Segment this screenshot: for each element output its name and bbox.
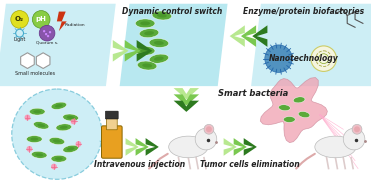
Ellipse shape	[152, 11, 172, 20]
Ellipse shape	[26, 136, 42, 142]
Ellipse shape	[315, 136, 356, 158]
Circle shape	[26, 146, 33, 152]
Circle shape	[25, 115, 30, 120]
Circle shape	[45, 33, 47, 35]
Circle shape	[39, 25, 55, 41]
Ellipse shape	[154, 41, 164, 45]
Circle shape	[43, 30, 45, 32]
Polygon shape	[174, 94, 199, 106]
Text: Light: Light	[14, 37, 26, 42]
FancyBboxPatch shape	[105, 111, 118, 119]
Ellipse shape	[63, 114, 79, 121]
Ellipse shape	[137, 61, 157, 70]
Circle shape	[12, 89, 102, 179]
Ellipse shape	[157, 14, 167, 18]
Polygon shape	[230, 25, 245, 47]
Text: Enzyme/protein biofactories: Enzyme/protein biofactories	[243, 7, 365, 16]
Circle shape	[343, 128, 365, 150]
Ellipse shape	[140, 21, 150, 25]
Polygon shape	[57, 12, 67, 31]
Ellipse shape	[60, 126, 68, 129]
Circle shape	[11, 11, 28, 28]
Circle shape	[47, 35, 49, 37]
FancyBboxPatch shape	[107, 117, 117, 130]
Polygon shape	[136, 138, 149, 156]
Circle shape	[51, 164, 57, 169]
Ellipse shape	[298, 112, 310, 118]
Ellipse shape	[31, 151, 47, 158]
Polygon shape	[234, 138, 247, 156]
Ellipse shape	[139, 29, 159, 38]
Polygon shape	[174, 88, 199, 99]
Ellipse shape	[35, 153, 43, 156]
Ellipse shape	[140, 49, 150, 53]
Ellipse shape	[279, 105, 290, 111]
Circle shape	[195, 128, 217, 150]
Circle shape	[33, 11, 50, 28]
Ellipse shape	[56, 124, 71, 131]
Polygon shape	[125, 40, 141, 62]
Ellipse shape	[149, 54, 169, 63]
Ellipse shape	[142, 63, 152, 68]
Circle shape	[71, 118, 76, 124]
Ellipse shape	[30, 137, 38, 141]
Polygon shape	[241, 25, 256, 47]
Text: Smart bacteria: Smart bacteria	[218, 90, 288, 98]
Ellipse shape	[37, 124, 45, 127]
Ellipse shape	[51, 155, 67, 162]
Polygon shape	[36, 53, 50, 68]
Polygon shape	[136, 40, 152, 62]
FancyBboxPatch shape	[102, 126, 122, 158]
Polygon shape	[251, 4, 378, 86]
Polygon shape	[125, 138, 139, 156]
Polygon shape	[113, 40, 129, 62]
Circle shape	[204, 124, 214, 134]
Polygon shape	[120, 4, 228, 86]
Circle shape	[311, 46, 336, 71]
Ellipse shape	[284, 117, 295, 122]
Polygon shape	[146, 138, 159, 156]
Circle shape	[354, 126, 360, 132]
Ellipse shape	[135, 19, 155, 28]
Text: Dynamic control switch: Dynamic control switch	[121, 7, 222, 16]
Circle shape	[76, 141, 81, 147]
Text: pH: pH	[36, 16, 46, 22]
Ellipse shape	[55, 157, 63, 160]
Ellipse shape	[67, 116, 74, 119]
Text: Intravenous injection: Intravenous injection	[94, 160, 185, 169]
Circle shape	[352, 124, 362, 134]
Polygon shape	[0, 4, 116, 86]
Circle shape	[265, 45, 292, 72]
Polygon shape	[260, 78, 327, 143]
Ellipse shape	[29, 108, 45, 115]
Ellipse shape	[149, 38, 169, 47]
Polygon shape	[174, 101, 199, 112]
Ellipse shape	[34, 122, 49, 129]
Text: Tumor cells elimination: Tumor cells elimination	[200, 160, 300, 169]
Circle shape	[49, 31, 51, 33]
Ellipse shape	[144, 31, 154, 35]
Ellipse shape	[67, 147, 74, 151]
Polygon shape	[21, 53, 34, 68]
Text: Small molecules: Small molecules	[15, 71, 55, 76]
Ellipse shape	[63, 145, 78, 153]
Ellipse shape	[53, 139, 61, 143]
Ellipse shape	[49, 137, 65, 145]
Ellipse shape	[293, 97, 305, 103]
Text: Quorum s.: Quorum s.	[36, 41, 58, 45]
Circle shape	[206, 126, 212, 132]
Text: O₂: O₂	[15, 16, 24, 22]
Polygon shape	[244, 138, 257, 156]
Ellipse shape	[169, 136, 208, 158]
Ellipse shape	[51, 102, 67, 109]
Text: Radiation: Radiation	[65, 23, 85, 27]
Polygon shape	[224, 138, 237, 156]
Ellipse shape	[55, 104, 63, 107]
Text: Nanotechnology: Nanotechnology	[269, 54, 339, 63]
Ellipse shape	[33, 110, 41, 113]
Polygon shape	[252, 25, 267, 47]
Ellipse shape	[135, 46, 155, 55]
Ellipse shape	[154, 57, 164, 61]
